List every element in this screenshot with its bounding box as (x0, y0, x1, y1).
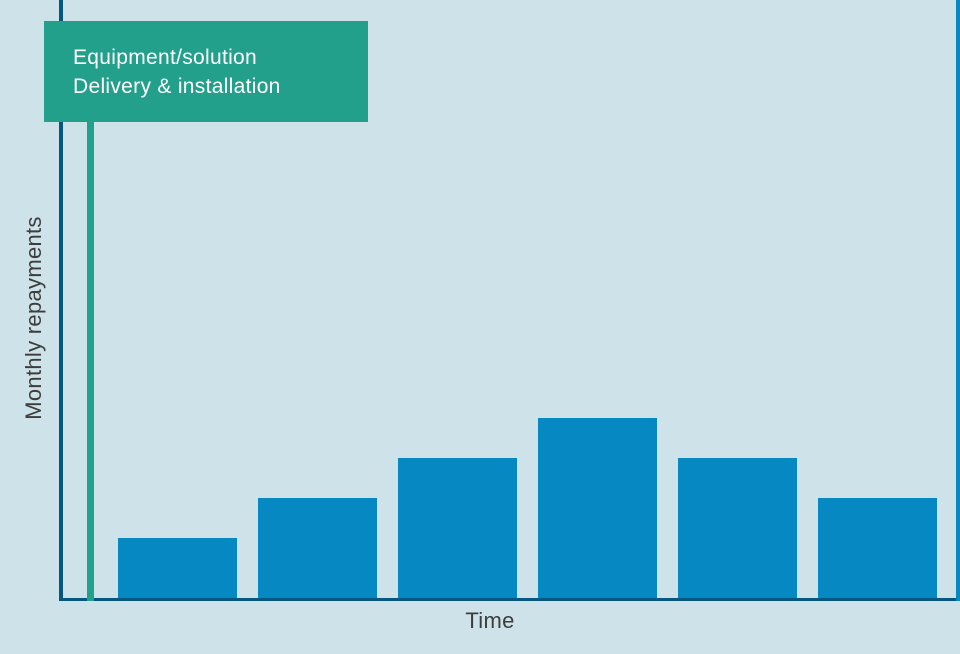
x-axis-line (59, 598, 960, 601)
right-edge-line (956, 0, 960, 601)
callout-line2: Delivery & installation (73, 75, 281, 98)
bar (118, 538, 237, 598)
y-axis-label: Monthly repayments (21, 216, 46, 420)
delivery-marker-line (87, 60, 94, 601)
bar (258, 498, 377, 598)
bar (538, 418, 657, 598)
bar (818, 498, 937, 598)
y-axis-line (59, 0, 63, 601)
delivery-callout: Equipment/solution Delivery & installati… (44, 21, 368, 122)
bar (678, 458, 797, 598)
bar (398, 458, 517, 598)
x-axis-label: Time (465, 608, 515, 633)
callout-line1: Equipment/solution (73, 46, 258, 69)
